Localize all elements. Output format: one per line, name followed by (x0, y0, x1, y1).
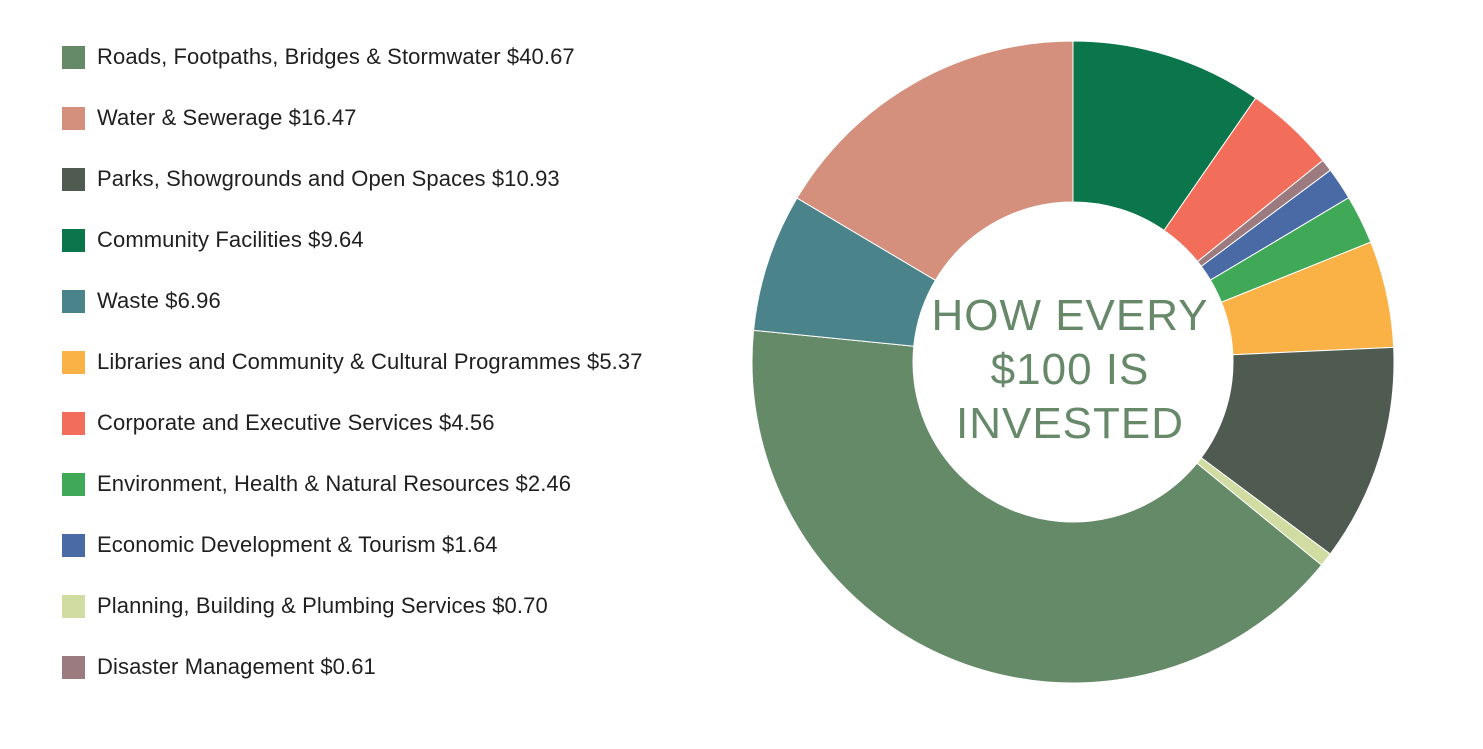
legend-swatch (62, 228, 85, 252)
legend-swatch (62, 167, 85, 191)
legend-item-roads-footpaths-bridges-stormwater: Roads, Footpaths, Bridges & Stormwater $… (62, 42, 643, 72)
legend-label: Waste $6.96 (97, 288, 221, 313)
legend-item-economic-development-tourism: Economic Development & Tourism $1.64 (62, 530, 643, 560)
donut-slices (751, 40, 1395, 684)
chart-legend: Roads, Footpaths, Bridges & Stormwater $… (62, 42, 643, 713)
legend-item-environment-health-natural-resources: Environment, Health & Natural Resources … (62, 469, 643, 499)
legend-swatch (62, 594, 85, 618)
legend-swatch (62, 472, 85, 496)
legend-swatch (62, 350, 85, 374)
legend-item-libraries-and-community-cultural-programmes: Libraries and Community & Cultural Progr… (62, 347, 643, 377)
center-text-line-1: HOW EVERY (931, 291, 1208, 340)
legend-label: Roads, Footpaths, Bridges & Stormwater $… (97, 44, 575, 69)
legend-item-waste: Waste $6.96 (62, 286, 643, 316)
legend-label: Economic Development & Tourism $1.64 (97, 532, 498, 557)
legend-label: Water & Sewerage $16.47 (97, 105, 357, 130)
legend-label: Planning, Building & Plumbing Services $… (97, 593, 548, 618)
legend-swatch (62, 411, 85, 435)
legend-swatch (62, 533, 85, 557)
legend-label: Libraries and Community & Cultural Progr… (97, 349, 643, 374)
legend-item-corporate-and-executive-services: Corporate and Executive Services $4.56 (62, 408, 643, 438)
legend-label: Parks, Showgrounds and Open Spaces $10.9… (97, 166, 560, 191)
slice-roads-footpaths-bridges-stormwater (751, 329, 1323, 684)
legend-item-parks-showgrounds-and-open-spaces: Parks, Showgrounds and Open Spaces $10.9… (62, 164, 643, 194)
legend-item-water-sewerage: Water & Sewerage $16.47 (62, 103, 643, 133)
legend-label: Environment, Health & Natural Resources … (97, 471, 572, 496)
legend-label: Corporate and Executive Services $4.56 (97, 410, 495, 435)
legend-label: Disaster Management $0.61 (97, 654, 376, 679)
legend-label: Community Facilities $9.64 (97, 227, 364, 252)
legend-swatch (62, 289, 85, 313)
legend-item-disaster-management: Disaster Management $0.61 (62, 652, 643, 682)
legend-swatch (62, 655, 85, 679)
legend-item-planning-building-plumbing-services: Planning, Building & Plumbing Services $… (62, 591, 643, 621)
legend-item-community-facilities: Community Facilities $9.64 (62, 225, 643, 255)
center-text-line-3: INVESTED (956, 399, 1184, 448)
legend-swatch (62, 106, 85, 130)
slice-water-sewerage (796, 40, 1074, 281)
center-text-line-2: $100 IS (991, 345, 1150, 394)
legend-swatch (62, 45, 85, 69)
center-label: HOW EVERY $100 IS INVESTED (931, 291, 1208, 448)
